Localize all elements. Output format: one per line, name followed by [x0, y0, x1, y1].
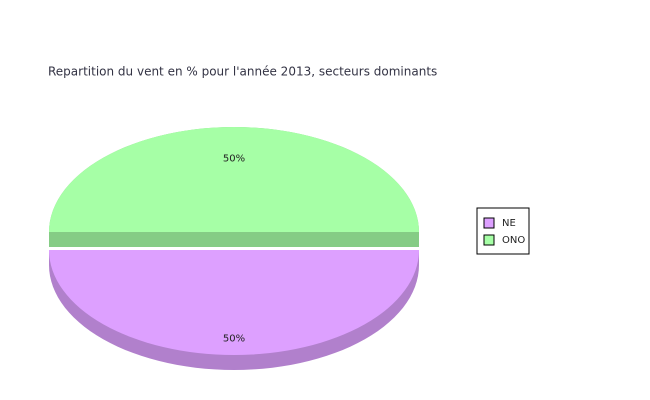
legend-swatch — [483, 217, 495, 229]
data-label: 50% — [223, 154, 245, 165]
chart-title: Repartition du vent en % pour l'année 20… — [48, 65, 437, 79]
legend-label: ONO — [502, 235, 525, 246]
pie-slice — [49, 250, 419, 355]
pie-slice — [49, 127, 419, 232]
legend-box — [476, 207, 530, 255]
legend-swatch — [483, 234, 495, 246]
data-label: 50% — [223, 334, 245, 345]
legend-label: NE — [502, 218, 516, 229]
